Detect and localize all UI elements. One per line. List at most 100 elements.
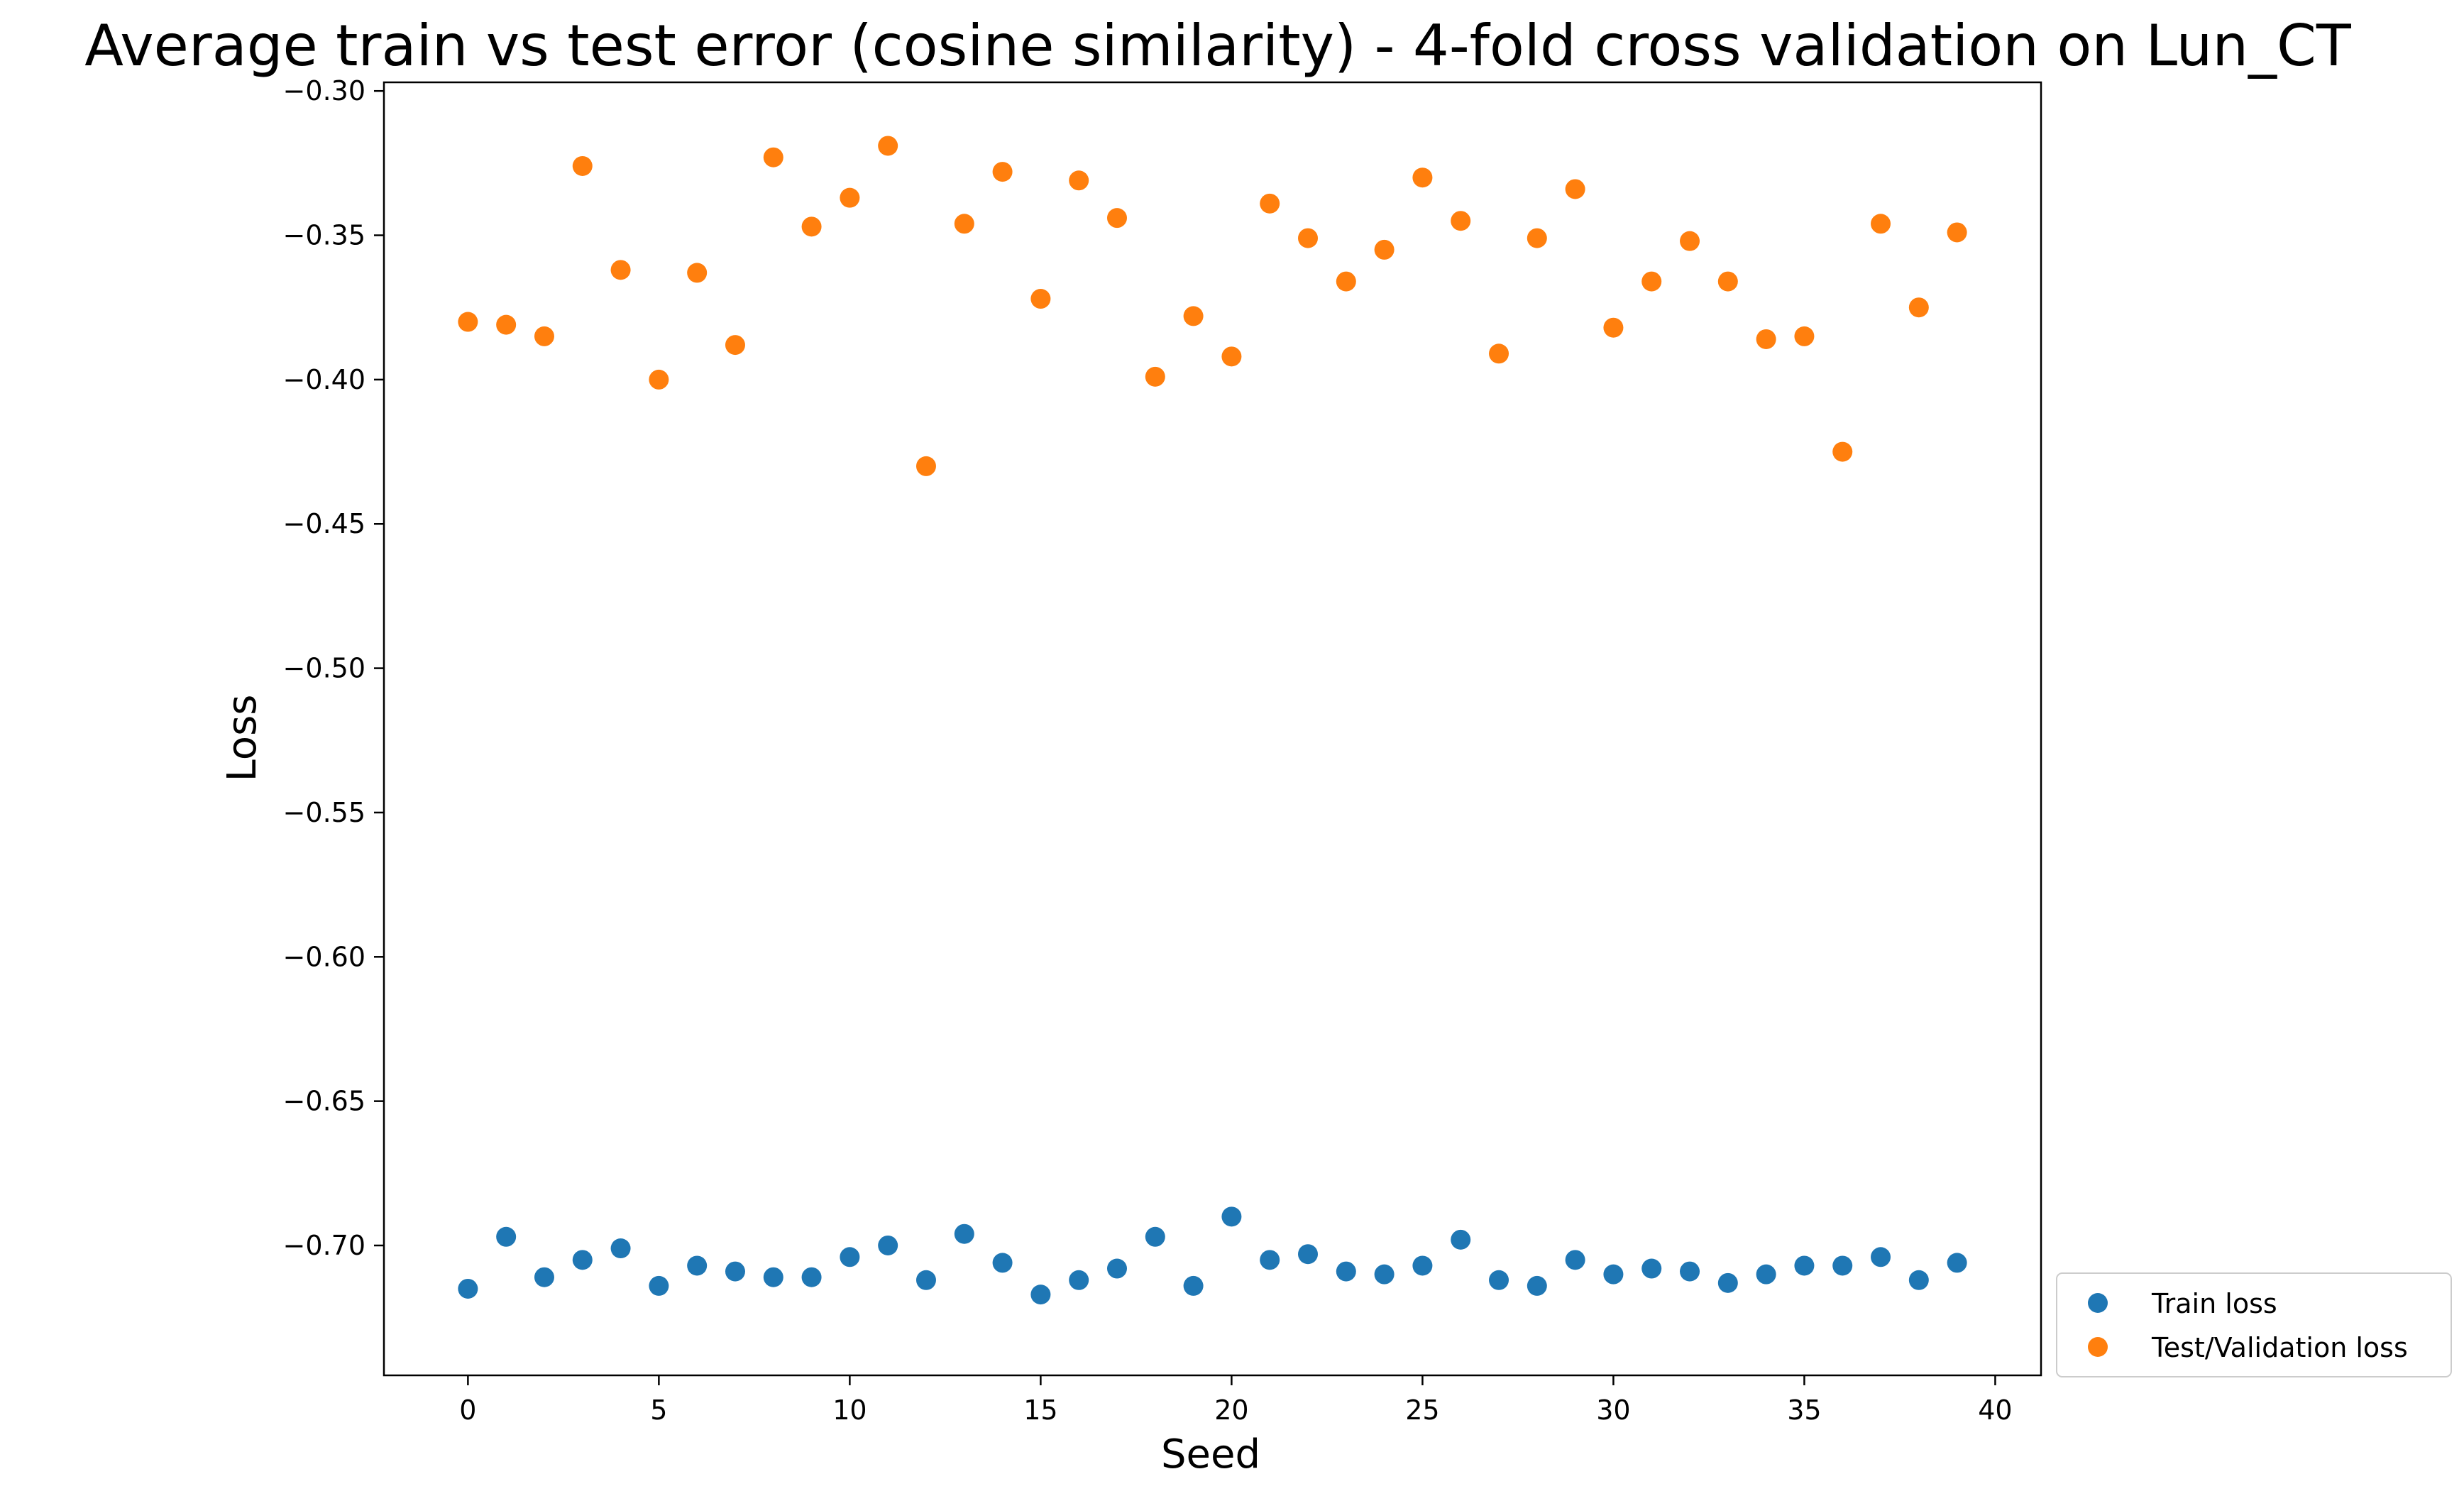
y-axis-label: Loss <box>219 695 265 782</box>
train-loss-point <box>496 1226 517 1247</box>
test-loss-point <box>878 136 898 156</box>
test-loss-point <box>1183 306 1204 326</box>
test-loss-point <box>572 155 593 176</box>
x-tick-label: 5 <box>650 1395 667 1426</box>
series-1 <box>458 136 1967 476</box>
train-loss-point <box>1183 1275 1204 1296</box>
train-loss-point <box>1298 1244 1319 1265</box>
test-loss-point <box>649 369 669 390</box>
test-loss-point <box>458 312 478 332</box>
legend-item-test: Test/Validation loss <box>2088 1332 2408 1363</box>
train-loss-point <box>687 1255 708 1276</box>
legend: Train loss Test/Validation loss <box>2056 1272 2452 1377</box>
y-axis: −0.70 −0.65 −0.60 −0.55 −0.50 −0.45 −0.40 −0.35… <box>283 75 384 1261</box>
test-loss-point <box>687 263 708 283</box>
x-tick-label: 25 <box>1405 1395 1439 1426</box>
test-loss-point <box>1489 343 1509 364</box>
train-loss-point <box>1680 1261 1700 1282</box>
train-loss-point <box>878 1235 898 1255</box>
train-loss-point <box>801 1267 822 1287</box>
test-loss-point <box>1871 214 1891 234</box>
test-loss-point <box>1717 271 1738 292</box>
train-loss-point <box>1374 1264 1395 1285</box>
test-loss-point <box>1412 167 1433 188</box>
y-tick-label: −0.40 <box>283 364 365 395</box>
test-loss-point <box>992 162 1013 182</box>
x-tick-label: 35 <box>1787 1395 1821 1426</box>
x-tick-label: 30 <box>1596 1395 1630 1426</box>
train-loss-point <box>1221 1206 1242 1227</box>
x-tick-label: 40 <box>1978 1395 2012 1426</box>
train-loss-point <box>1832 1255 1853 1276</box>
series-0 <box>458 1206 1967 1305</box>
test-loss-point <box>1221 346 1242 367</box>
train-loss-point <box>572 1250 593 1270</box>
legend-marker-train <box>2088 1293 2108 1313</box>
train-loss-point <box>1908 1270 1929 1290</box>
test-loss-point <box>725 335 745 356</box>
legend-marker-test <box>2088 1337 2108 1357</box>
test-loss-point <box>1641 271 1662 292</box>
x-tick-label: 0 <box>459 1395 476 1426</box>
test-loss-point <box>534 326 554 346</box>
train-loss-point <box>649 1275 669 1296</box>
test-loss-point <box>496 314 517 335</box>
plot-area: 0 5 10 15 20 25 30 35 40 −0.70−0.65−0.60−0.55−0.… <box>283 75 2042 1426</box>
test-loss-point <box>1374 239 1395 260</box>
test-loss-point <box>1794 326 1815 346</box>
train-loss-point <box>1641 1258 1662 1279</box>
train-loss-point <box>954 1223 974 1244</box>
train-loss-point <box>1794 1255 1815 1276</box>
test-loss-point <box>840 187 860 208</box>
y-tick-label: −0.30 <box>283 75 365 106</box>
train-loss-point <box>1717 1272 1738 1293</box>
x-tick-label: 10 <box>832 1395 867 1426</box>
test-loss-point <box>1069 170 1089 191</box>
train-loss-point <box>1336 1261 1356 1282</box>
train-loss-point <box>763 1267 783 1287</box>
train-loss-point <box>992 1253 1013 1273</box>
y-tick-label: −0.55 <box>283 797 365 828</box>
y-tick-label: −0.45 <box>283 508 365 539</box>
legend-frame <box>2056 1272 2452 1377</box>
test-loss-point <box>801 216 822 237</box>
test-loss-point <box>1145 366 1165 387</box>
train-loss-point <box>1069 1270 1089 1290</box>
test-loss-point <box>1030 289 1051 309</box>
train-loss-point <box>1756 1264 1776 1285</box>
y-tick-label: −0.60 <box>283 941 365 972</box>
y-tick-label: −0.50 <box>283 653 365 684</box>
test-loss-point <box>1603 317 1624 338</box>
train-loss-point <box>534 1267 554 1287</box>
test-loss-point <box>1260 193 1280 214</box>
legend-item-train: Train loss <box>2088 1288 2277 1319</box>
train-loss-point <box>610 1238 631 1259</box>
train-loss-point <box>458 1278 478 1299</box>
x-tick-label: 20 <box>1214 1395 1248 1426</box>
test-loss-point <box>1565 179 1585 199</box>
train-loss-point <box>1145 1226 1165 1247</box>
train-loss-point <box>1489 1270 1509 1290</box>
y-tick-label: −0.35 <box>283 220 365 251</box>
test-loss-point <box>1527 228 1547 248</box>
test-loss-point <box>954 214 974 234</box>
train-loss-point <box>1106 1258 1127 1279</box>
test-loss-point <box>1451 211 1471 231</box>
data-points <box>458 136 1967 1305</box>
chart-title: Average train vs test error (cosine simi… <box>84 13 2352 79</box>
legend-label-test: Test/Validation loss <box>2151 1332 2408 1363</box>
train-loss-point <box>1527 1275 1547 1296</box>
train-loss-point <box>725 1261 745 1282</box>
test-loss-point <box>1947 222 1967 243</box>
test-loss-point <box>1756 329 1776 349</box>
legend-label-train: Train loss <box>2151 1288 2277 1319</box>
train-loss-point <box>1030 1285 1051 1305</box>
y-tick-label: −0.65 <box>283 1086 365 1117</box>
train-loss-point <box>1603 1264 1624 1285</box>
test-loss-point <box>1298 228 1319 248</box>
test-loss-point <box>915 456 936 476</box>
train-loss-point <box>1947 1253 1967 1273</box>
y-tick-label: −0.70 <box>283 1230 365 1261</box>
